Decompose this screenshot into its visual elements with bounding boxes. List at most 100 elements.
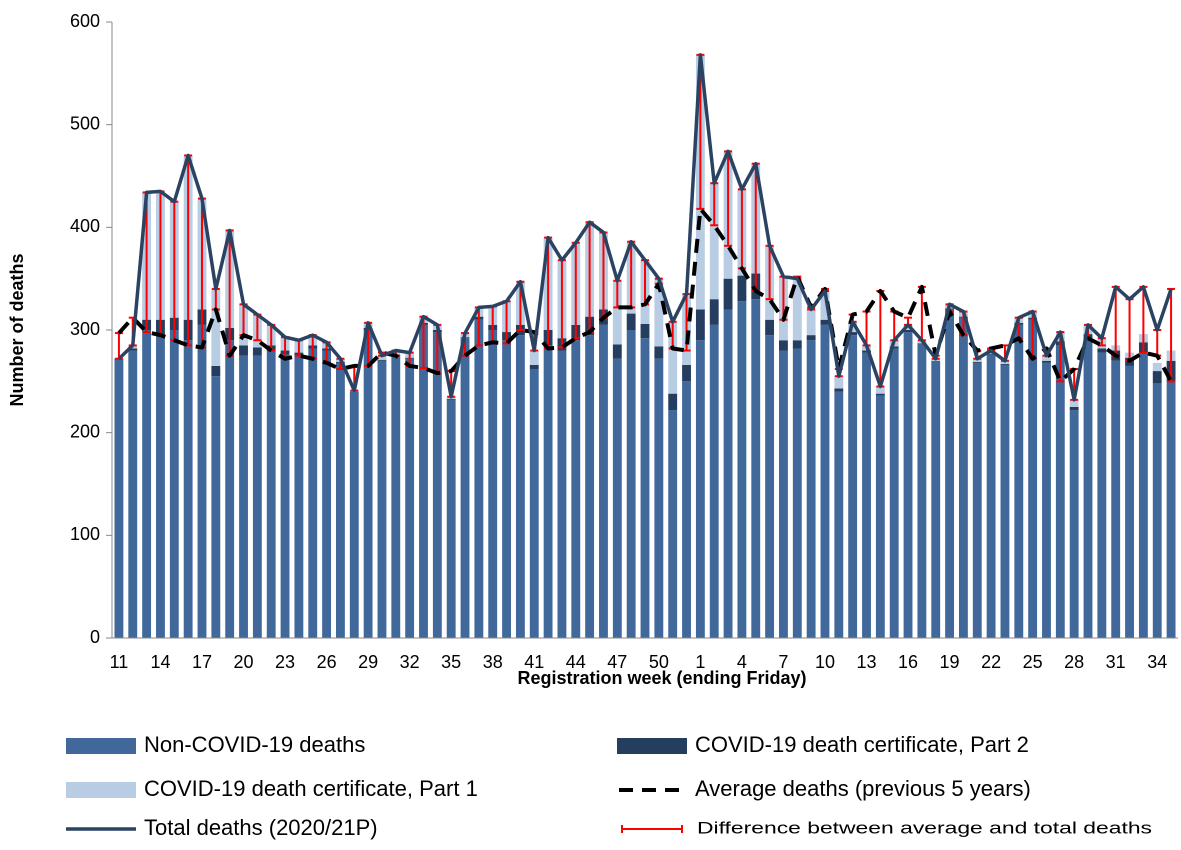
bar-segment [917,343,927,345]
bar-segment [709,183,719,300]
bar-segment [488,330,498,638]
bar-segment [612,344,622,359]
x-tick-label: 13 [856,652,876,672]
x-tick-label: 29 [358,652,378,672]
y-tick-label: 500 [70,113,100,133]
bar-segment [128,350,138,638]
bar-segment [612,358,622,638]
bar-segment [806,335,816,341]
bar-segment [779,340,788,351]
bar-segment [862,350,871,353]
bar-segment [446,398,456,400]
bar-segment [765,335,775,638]
bar-segment [986,353,996,355]
legend-swatch [66,738,136,754]
bar-segment [183,340,193,638]
y-axis-title: Number of deaths [7,253,27,406]
bar-segment [1055,345,1065,638]
bar-segment [474,319,484,638]
x-tick-label: 17 [192,652,212,672]
bar-segment [557,350,567,638]
bar-segment [1069,399,1079,407]
bar-segment [322,350,332,638]
bar-segment [682,364,691,382]
bar-segment [889,348,899,638]
bar-segment [377,360,387,638]
bar-segment [806,340,816,638]
bar-segment [529,364,539,370]
bar-segment [280,354,290,638]
bar-segment [792,348,802,638]
bar-segment [695,309,705,341]
x-tick-label: 1 [695,652,705,672]
bar-segment [1166,381,1176,638]
bar-segment [654,358,664,638]
bar-segment [419,324,428,638]
bar-segment [903,330,913,333]
bar-segment [792,278,802,341]
bar-segment [709,299,719,325]
bar-segment [391,355,401,638]
bar-segment [142,330,152,638]
bar-segment [820,290,830,320]
bar-segment [1097,352,1107,638]
bar-segment [515,335,525,638]
bar-segment [820,319,830,325]
bar-segment [695,340,705,638]
x-axis-title: Registration week (ending Friday) [517,668,806,688]
bar-segment [986,354,996,638]
bar-segment [363,330,373,638]
bar-segment [1014,324,1024,638]
bar-segment [723,309,733,638]
bar-segment [1152,362,1162,372]
bar-segment [806,309,816,336]
x-tick-label: 14 [150,652,170,672]
bar-segment [889,346,899,349]
bar-segment [875,393,885,396]
bar-segment [432,332,442,638]
bar-segment [585,335,595,638]
legend-label: COVID-19 death certificate, Part 1 [144,776,478,801]
x-tick-label: 34 [1147,652,1167,672]
bar-segment [1000,363,1010,365]
x-tick-label: 25 [1023,652,1043,672]
bar-segment [848,335,858,638]
bar-segment [931,360,941,638]
bar-segment [128,348,138,351]
x-tick-label: 10 [815,652,835,672]
bar-segment [820,324,830,638]
average-line [117,206,1173,384]
bar-segment [723,278,733,310]
bar-segment [377,355,387,360]
bar-segment [169,330,179,638]
y-tick-label: 600 [70,11,100,31]
bar-segment [875,386,885,394]
bar-segment [903,332,913,638]
bar-segment [446,399,456,638]
x-tick-label: 4 [737,652,747,672]
bar-segment [1138,352,1148,638]
legend-label: Non-COVID-19 deaths [144,732,365,757]
bar-segment [834,376,844,389]
x-tick-label: 31 [1106,652,1126,672]
legend-swatch [617,738,687,754]
x-tick-label: 35 [441,652,461,672]
bar-segment [640,338,650,638]
bar-segment [114,358,124,638]
bar-segment [1042,360,1051,363]
legend-label: Difference between average and total dea… [697,818,1152,837]
bar-segment [737,275,747,302]
difference-bar [917,285,926,342]
x-tick-label: 26 [317,652,337,672]
bar-segment [1042,355,1051,361]
difference-bar [1125,298,1134,362]
x-tick-label: 22 [981,652,1001,672]
bar-segment [1152,371,1162,384]
bar-segment [709,324,719,638]
x-tick-label: 41 [524,652,544,672]
bar-segment [1083,338,1093,638]
total-line [117,53,1173,402]
bar-segment [1111,360,1121,638]
x-tick-label: 44 [566,652,586,672]
